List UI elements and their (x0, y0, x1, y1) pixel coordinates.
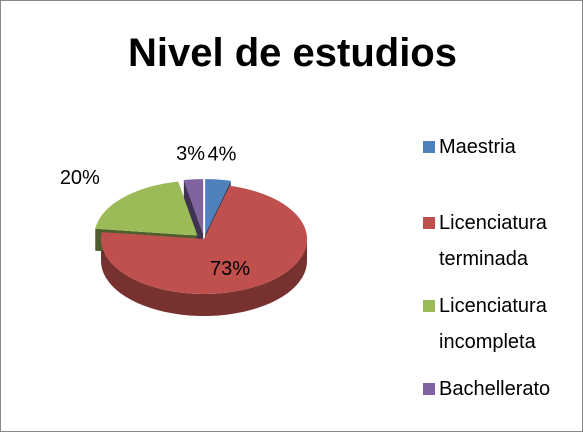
slice-top (205, 179, 231, 235)
legend-swatch (423, 217, 435, 229)
slice-top (101, 185, 307, 294)
legend-label: Bachellerato (439, 378, 551, 400)
legend-item: Licenciatura incompleta (423, 288, 573, 360)
data-label: 3% (176, 143, 205, 165)
slice-cut (183, 180, 204, 257)
legend-label: Licenciatura terminada (439, 212, 547, 270)
legend-item: Licenciatura terminada (423, 205, 573, 277)
legend-label: Maestria (439, 136, 516, 158)
legend-label: Licenciatura incompleta (439, 295, 547, 353)
data-label: 73% (210, 258, 250, 280)
slice-top (95, 181, 198, 236)
legend-item: Bachellerato (423, 371, 573, 407)
legend-swatch (423, 141, 435, 153)
slice (183, 180, 204, 257)
legend-swatch (423, 383, 435, 395)
legend-item: Maestria (423, 129, 573, 165)
data-label: 20% (60, 167, 100, 189)
data-label: 4% (207, 143, 236, 165)
slice-top (183, 179, 204, 235)
legend-swatch (423, 300, 435, 312)
pie-tops (95, 179, 307, 294)
slice-side (101, 239, 307, 316)
chart-title: Nivel de estudios (128, 31, 457, 75)
